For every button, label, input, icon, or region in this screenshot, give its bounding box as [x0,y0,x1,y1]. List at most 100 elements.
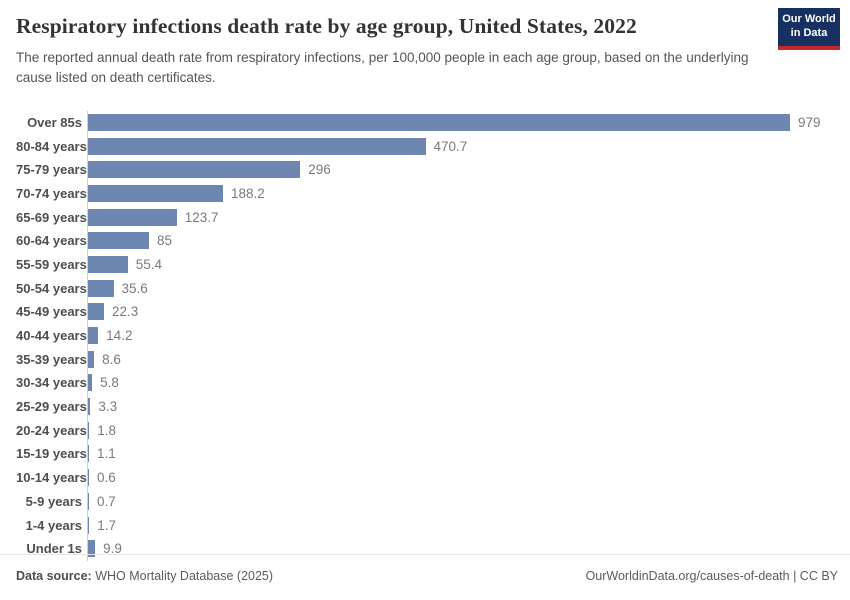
age-group-label: 50-54 years [16,280,87,296]
age-group-label: 45-49 years [16,304,87,320]
bar-track: 1.8 [87,418,834,443]
bar-chart: Over 85s 979 80-84 years 470.7 75-79 years 29… [16,110,834,561]
age-group-label: 65-69 years [16,209,87,225]
age-group-label: 20-24 years [16,422,87,438]
bar[interactable] [88,540,96,558]
bar-row: 5-9 years 0.7 [16,489,834,514]
bar-value: 3.3 [98,399,118,415]
age-group-label: Over 85s [27,114,82,130]
bar-row: 75-79 years 296 [16,157,834,182]
bar[interactable] [88,255,128,273]
bar-row: 25-29 years 3.3 [16,394,834,419]
chart-footer: Data source: WHO Mortality Database (202… [0,554,850,600]
bar-value: 1.8 [97,422,117,438]
bar-track: 0.7 [87,489,834,514]
bar[interactable] [88,350,95,368]
chart-subtitle: The reported annual death rate from resp… [16,50,749,86]
bar-value: 979 [798,114,821,130]
data-source: Data source: WHO Mortality Database (202… [16,569,273,583]
bar-track: 3.3 [87,394,834,419]
age-group-label: 25-29 years [16,399,87,415]
age-group-label: 10-14 years [16,470,87,486]
age-group-label: 60-64 years [16,233,87,249]
bar-value: 0.7 [97,493,116,509]
bar-row: 30-34 years 5.8 [16,371,834,395]
bar[interactable] [88,445,89,463]
bar-track: 5.8 [87,371,834,395]
bar-track: 9.9 [87,536,834,561]
bar-row: 35-39 years 8.6 [16,347,834,372]
bar-row: 65-69 years 123.7 [16,205,834,229]
bar[interactable] [88,492,89,510]
owid-logo-line2: in Data [790,27,828,39]
bar[interactable] [88,421,90,439]
age-group-label: 70-74 years [16,185,87,201]
age-group-label: 35-39 years [16,351,87,367]
bar[interactable] [88,279,114,297]
bar-row: 55-59 years 55.4 [16,252,834,277]
bar-track: 55.4 [87,252,834,277]
bar-value: 470.7 [433,138,468,154]
bar[interactable] [88,184,223,202]
bar-row: 20-24 years 1.8 [16,418,834,443]
bar-row: 60-64 years 85 [16,228,834,253]
bar[interactable] [88,398,91,416]
bar-track: 296 [87,157,834,182]
bar[interactable] [88,208,177,226]
bar-value: 14.2 [106,328,133,344]
bar-track: 1.1 [87,442,834,466]
bar-value: 188.2 [230,185,265,201]
attribution-text: OurWorldinData.org/causes-of-death | CC … [585,568,838,583]
bar-value: 5.8 [100,375,119,391]
chart-header: Respiratory infections death rate by age… [0,0,850,89]
age-group-label: Under 1s [26,541,82,557]
bar[interactable] [88,327,99,345]
owid-logo: Our World in Data [778,8,840,50]
bar-value: 9.9 [103,541,122,557]
bar-value: 1.1 [97,446,116,462]
bar[interactable] [88,374,93,392]
bar-track: 0.6 [87,465,834,490]
bar-track: 85 [87,228,834,253]
bar[interactable] [88,113,790,131]
age-group-label: 55-59 years [16,256,87,272]
bar[interactable] [88,137,426,155]
bar-track: 123.7 [87,205,834,229]
bar-value: 35.6 [121,280,148,296]
bar-track: 22.3 [87,300,834,324]
bar-track: 8.6 [87,347,834,372]
age-group-label: 15-19 years [16,446,87,462]
bar-track: 188.2 [87,181,834,206]
owid-logo-line1: Our World [782,13,836,26]
bar-row: 10-14 years 0.6 [16,465,834,490]
age-group-label: 5-9 years [25,493,82,509]
bar[interactable] [88,232,149,250]
bar-row: Over 85s 979 [16,110,834,135]
bar[interactable] [88,516,90,534]
age-group-label: 75-79 years [16,162,87,178]
data-source-text: WHO Mortality Database (2025) [91,568,274,583]
bar-value: 123.7 [184,209,219,225]
age-group-label: 40-44 years [16,328,87,344]
bar-row: Under 1s 9.9 [16,536,834,561]
bar[interactable] [88,469,89,487]
bar[interactable] [88,303,104,321]
bar-track: 979 [87,110,834,135]
bar-row: 45-49 years 22.3 [16,300,834,324]
bar-value: 1.7 [97,517,116,533]
bar-value: 0.6 [97,470,116,486]
chart-title: Respiratory infections death rate by age… [16,14,637,38]
bar-row: 1-4 years 1.7 [16,513,834,537]
bar-row: 40-44 years 14.2 [16,323,834,348]
bar-value: 8.6 [102,351,121,367]
bar-value: 85 [156,233,172,249]
bar-value: 22.3 [111,304,139,320]
bar-row: 15-19 years 1.1 [16,442,834,466]
data-source-label: Data source: [16,568,92,583]
age-group-label: 30-34 years [16,375,87,391]
bar-track: 1.7 [87,513,834,537]
bar[interactable] [88,161,301,179]
bar-row: 80-84 years 470.7 [16,134,834,158]
bar-track: 14.2 [87,323,834,348]
